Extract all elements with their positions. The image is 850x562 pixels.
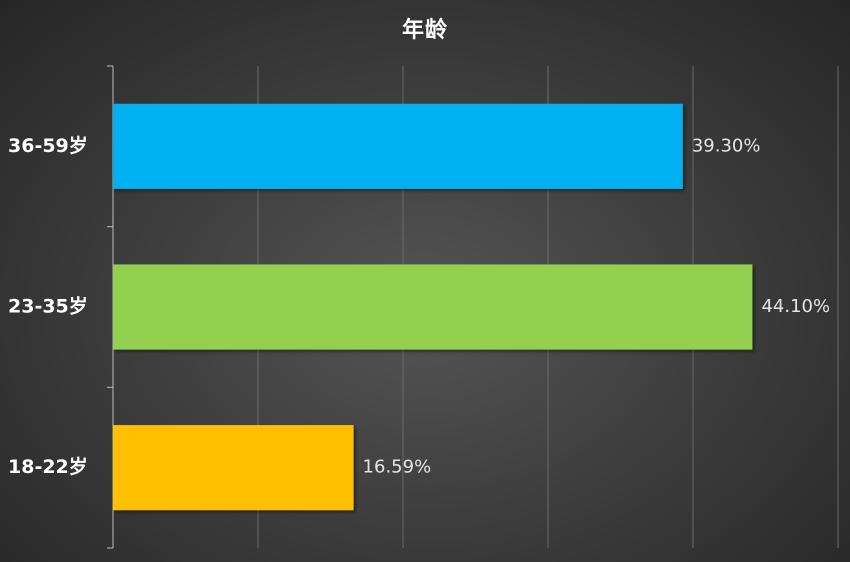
bars	[113, 103, 753, 511]
category-axis	[107, 65, 114, 549]
bar-1	[113, 264, 753, 350]
value-label: 44.10%	[761, 296, 830, 317]
category-label: 23-35岁	[8, 295, 88, 318]
bar-0	[113, 103, 683, 189]
category-label: 18-22岁	[8, 455, 88, 478]
bar-2	[113, 425, 354, 511]
chart-title: 年龄	[401, 18, 448, 43]
value-label: 16.59%	[363, 457, 432, 478]
category-label: 36-59岁	[8, 134, 88, 157]
value-label: 39.30%	[692, 135, 761, 156]
labels: 36-59岁 39.30% 23-35岁 44.10% 18-22岁 16.59%	[8, 134, 830, 478]
